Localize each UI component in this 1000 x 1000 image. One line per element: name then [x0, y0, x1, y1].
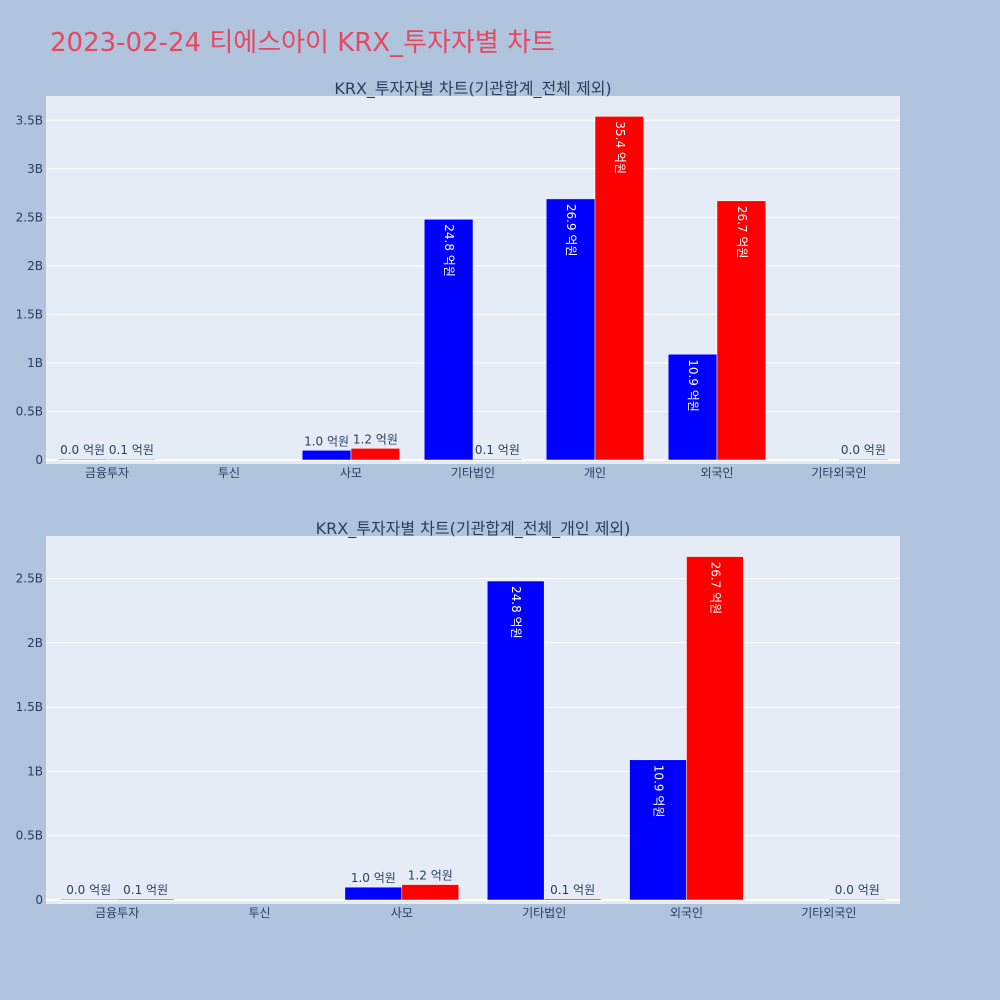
y-tick-label: 2.5B: [16, 210, 43, 224]
bar: [344, 886, 403, 901]
page-title: 2023-02-24 티에스아이 KRX_투자자별 차트: [50, 28, 555, 58]
data-label: 26.9 억원: [564, 204, 578, 257]
bar: [686, 556, 744, 901]
bar: [472, 458, 523, 461]
data-label: 35.4 억원: [613, 121, 627, 174]
bar: [401, 884, 460, 901]
x-tick-label: 개인: [584, 466, 606, 480]
bar: [594, 116, 645, 461]
data-label: 1.2 억원: [353, 432, 398, 446]
x-tick-label: 사모: [391, 906, 413, 920]
x-tick-label: 기타법인: [451, 466, 495, 480]
x-tick-label: 금융투자: [85, 466, 129, 480]
x-tick-label: 금융투자: [95, 906, 139, 920]
data-label: 0.1 억원: [550, 883, 595, 897]
data-label: 1.0 억원: [304, 434, 349, 448]
bar: [350, 448, 401, 461]
data-label: 0.0 억원: [841, 443, 886, 457]
bar: [301, 450, 352, 461]
data-label: 1.0 억원: [351, 871, 396, 885]
chart-1: 0 0.5B 1B 1.5B 2B 2.5B 3B 3.5B KRX_투자자별 차트(기관합계_…: [16, 79, 900, 480]
y-tick-label: 0.5B: [16, 829, 43, 843]
bar: [106, 458, 157, 461]
bar: [828, 898, 887, 901]
y-tick-label: 0.5B: [16, 404, 43, 418]
x-tick-label: 외국인: [670, 906, 703, 920]
bar: [116, 898, 175, 901]
data-label: 24.8 억원: [509, 586, 523, 639]
y-tick-label: 1B: [27, 356, 43, 370]
chart-title: KRX_투자자별 차트(기관합계_전체 제외): [334, 79, 611, 99]
y-tick-label: 2.5B: [16, 571, 43, 585]
data-label: 0.0 억원: [66, 883, 111, 897]
x-tick-label: 외국인: [700, 466, 733, 480]
x-tick-label: 투신: [218, 466, 240, 480]
y-tick-label: 2B: [27, 636, 43, 650]
y-tick-label: 0: [35, 453, 43, 467]
x-tick-label: 사모: [340, 466, 362, 480]
data-label: 10.9 억원: [686, 359, 700, 412]
data-label: 0.0 억원: [60, 443, 105, 457]
y-tick-label: 1B: [27, 764, 43, 778]
data-label: 0.0 억원: [835, 883, 880, 897]
plot-area: [46, 536, 900, 904]
data-label: 0.1 억원: [109, 443, 154, 457]
bar: [838, 458, 889, 461]
y-tick-label: 3.5B: [16, 113, 43, 127]
bar: [486, 580, 545, 901]
bar: [629, 759, 687, 901]
chart-2: 0 0.5B 1B 1.5B 2B 2.5B KRX_투자자별 차트(기관합계_전체_개인 …: [16, 519, 900, 920]
x-tick-label: 기타외국인: [811, 466, 866, 480]
x-tick-label: 투신: [248, 906, 270, 920]
bar: [543, 898, 602, 901]
y-tick-label: 1.5B: [16, 307, 43, 321]
bar: [57, 458, 108, 461]
data-label: 0.1 억원: [475, 443, 520, 457]
x-tick-label: 기타외국인: [801, 906, 856, 920]
data-label: 0.1 억원: [123, 883, 168, 897]
bar: [423, 219, 474, 461]
chart-title: KRX_투자자별 차트(기관합계_전체_개인 제외): [316, 519, 631, 539]
y-tick-label: 0: [35, 893, 43, 907]
data-label: 10.9 억원: [652, 765, 666, 818]
bar: [59, 898, 118, 901]
data-label: 26.7 억원: [708, 562, 722, 615]
data-label: 1.2 억원: [408, 869, 453, 883]
y-tick-label: 2B: [27, 259, 43, 273]
bar: [716, 200, 767, 461]
data-label: 24.8 억원: [442, 224, 456, 277]
y-tick-label: 1.5B: [16, 700, 43, 714]
data-label: 26.7 억원: [735, 206, 749, 259]
x-tick-label: 기타법인: [522, 906, 566, 920]
y-tick-label: 3B: [27, 162, 43, 176]
